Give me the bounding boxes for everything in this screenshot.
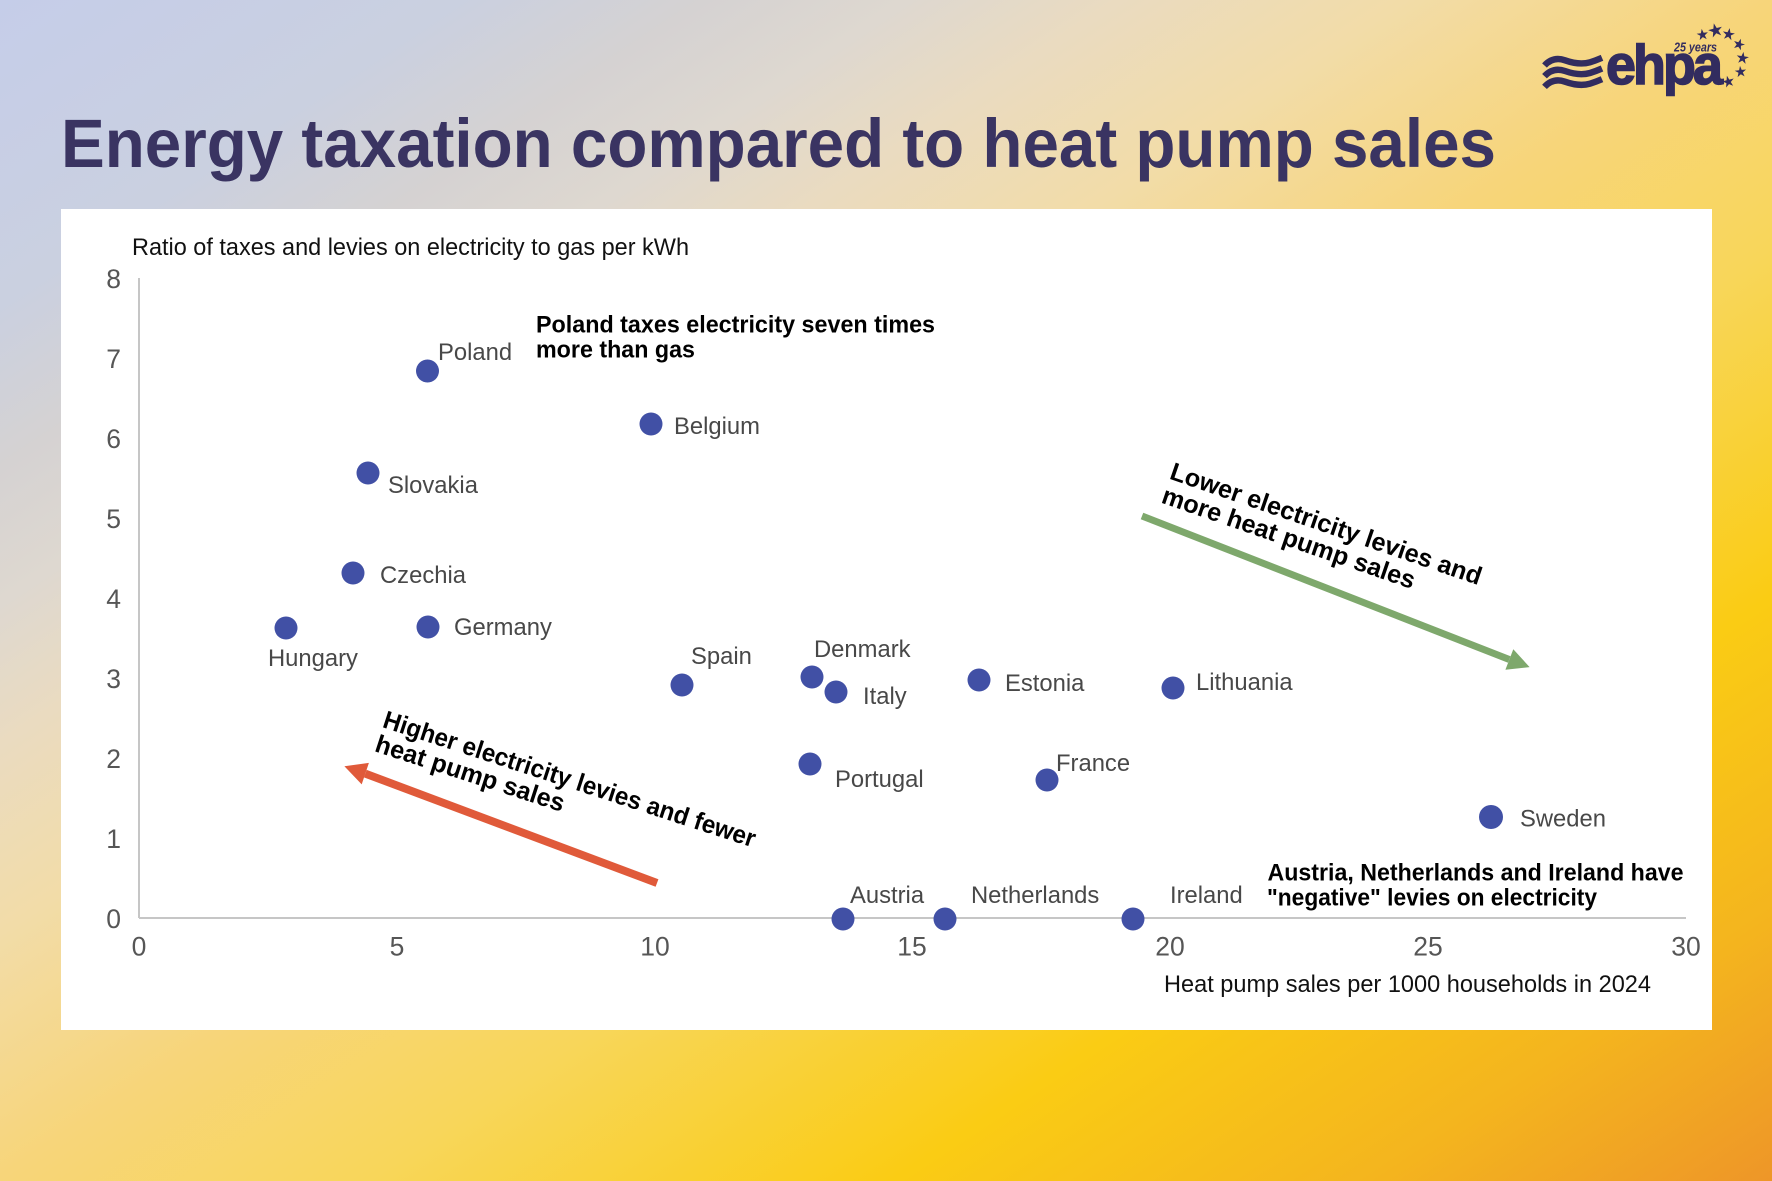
svg-text:Denmark: Denmark (814, 636, 911, 663)
svg-text:30: 30 (1671, 932, 1700, 962)
svg-text:Poland taxes electricity seven: Poland taxes electricity seven times (536, 312, 935, 339)
svg-text:Heat pump sales per 1000 house: Heat pump sales per 1000 households in 2… (1164, 971, 1651, 998)
svg-text:25 years: 25 years (1673, 41, 1717, 55)
svg-text:15: 15 (897, 932, 926, 962)
svg-text:more than gas: more than gas (536, 337, 695, 364)
svg-text:4: 4 (106, 584, 121, 614)
svg-text:Energy taxation compared to he: Energy taxation compared to heat pump sa… (61, 105, 1496, 182)
svg-text:6: 6 (106, 424, 121, 454)
svg-text:Portugal: Portugal (835, 766, 924, 793)
svg-text:25: 25 (1413, 932, 1442, 962)
svg-text:3: 3 (106, 664, 121, 694)
svg-text:"negative" levies on electrici: "negative" levies on electricity (1267, 884, 1598, 911)
svg-text:Hungary: Hungary (268, 645, 358, 672)
svg-text:Netherlands: Netherlands (971, 882, 1099, 909)
svg-text:Poland: Poland (438, 339, 512, 366)
svg-text:0: 0 (132, 932, 147, 962)
svg-text:Italy: Italy (863, 683, 907, 710)
svg-text:Sweden: Sweden (1520, 806, 1606, 833)
svg-text:2: 2 (106, 744, 121, 774)
svg-text:Czechia: Czechia (380, 562, 467, 589)
svg-text:1: 1 (106, 824, 121, 854)
svg-text:Spain: Spain (691, 643, 752, 670)
svg-text:Estonia: Estonia (1005, 670, 1085, 697)
svg-text:Germany: Germany (454, 614, 552, 641)
svg-text:5: 5 (390, 932, 405, 962)
svg-text:Ratio of taxes and levies on e: Ratio of taxes and levies on electricity… (132, 234, 689, 261)
svg-text:7: 7 (106, 344, 121, 374)
svg-text:Austria: Austria (850, 882, 925, 909)
svg-text:ehpa: ehpa (1606, 33, 1724, 96)
svg-text:Belgium: Belgium (674, 413, 760, 440)
svg-text:20: 20 (1155, 932, 1184, 962)
svg-text:Austria, Netherlands and Irela: Austria, Netherlands and Ireland have (1268, 859, 1684, 886)
svg-text:5: 5 (106, 504, 121, 534)
svg-text:Slovakia: Slovakia (388, 472, 479, 499)
svg-text:Ireland: Ireland (1170, 882, 1243, 909)
svg-text:10: 10 (640, 932, 669, 962)
svg-text:0: 0 (106, 904, 121, 934)
svg-text:8: 8 (106, 264, 121, 294)
svg-text:Lithuania: Lithuania (1196, 669, 1293, 696)
svg-text:France: France (1056, 750, 1130, 777)
